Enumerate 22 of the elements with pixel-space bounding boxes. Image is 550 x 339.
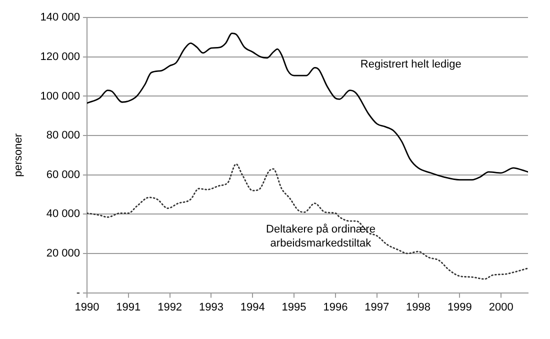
x-tick-label: 2000 [488, 301, 514, 314]
x-tick-label: 1999 [447, 301, 472, 314]
y-axis-title: personer [12, 133, 25, 177]
x-tick-label: 1992 [158, 301, 182, 314]
y-tick-label: 100 000 [40, 90, 80, 102]
x-tick-label: 1993 [198, 301, 224, 314]
x-tick-label: 1996 [323, 301, 348, 314]
y-tick-label: 140 000 [40, 12, 80, 24]
y-tick-label: 80 000 [46, 130, 80, 142]
series-label: Deltakere på ordinære arbeidsmarkedstiltak [266, 224, 376, 250]
x-tick-label: 1994 [240, 301, 265, 314]
y-tick-label: 20 000 [46, 248, 80, 260]
x-tick-label: 1998 [406, 301, 431, 314]
y-tick-label: - [76, 286, 80, 299]
text: Registrert helt ledige [360, 58, 462, 70]
y-tick-label: 120 000 [40, 50, 80, 63]
x-tick-label: 1997 [364, 301, 390, 314]
y-tick-label: 60 000 [46, 168, 80, 181]
y-tick-label: 40 000 [46, 208, 80, 220]
x-tick-label: 1990 [74, 301, 100, 314]
x-tick-label: 1995 [282, 301, 306, 314]
x-tick-label: 1991 [116, 301, 141, 314]
